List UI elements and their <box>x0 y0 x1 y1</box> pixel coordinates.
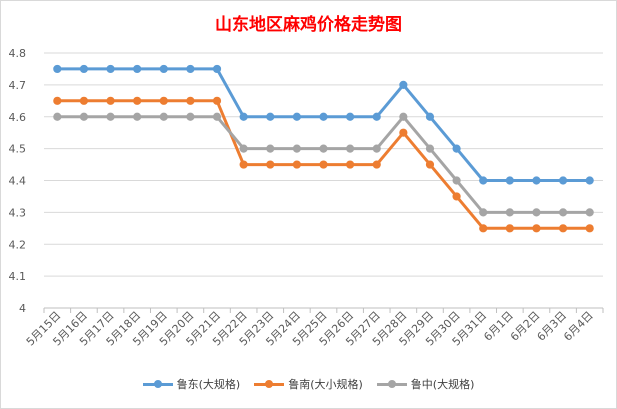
legend-label: 鲁南(大小规格) <box>288 378 363 391</box>
data-point <box>186 112 195 121</box>
data-point <box>212 96 222 105</box>
x-tick-label: 6月4日 <box>561 309 596 344</box>
data-point <box>266 112 275 121</box>
data-point <box>292 160 301 169</box>
data-point <box>319 160 328 169</box>
data-point <box>133 64 142 74</box>
data-point <box>505 208 514 217</box>
data-point <box>159 64 168 74</box>
y-tick-label: 4.5 <box>9 143 27 156</box>
legend-swatch <box>254 379 285 389</box>
legend-swatch <box>376 379 407 389</box>
data-point <box>425 160 435 169</box>
data-point <box>505 176 514 185</box>
data-point <box>532 176 541 185</box>
data-point <box>106 96 115 105</box>
data-point <box>186 64 195 74</box>
data-point <box>292 144 301 153</box>
data-point <box>79 96 89 105</box>
data-point <box>479 176 488 185</box>
data-point <box>585 208 594 217</box>
data-point <box>106 112 115 121</box>
data-point <box>372 112 381 121</box>
data-point <box>159 96 168 105</box>
data-point <box>133 96 142 105</box>
data-point <box>53 112 62 121</box>
data-point <box>452 192 461 201</box>
data-point <box>79 64 89 74</box>
data-point <box>532 224 541 233</box>
legend-item: 鲁中(大规格) <box>376 376 475 392</box>
y-tick-label: 4.3 <box>9 206 27 219</box>
data-point <box>79 112 89 121</box>
chart-title: 山东地区麻鸡价格走势图 <box>215 15 402 35</box>
data-point <box>372 144 381 153</box>
data-point <box>346 112 355 121</box>
legend-swatch <box>142 379 173 389</box>
legend-label: 鲁东(大规格) <box>176 378 241 391</box>
data-point <box>106 64 115 74</box>
data-point <box>186 96 195 105</box>
data-point <box>266 160 275 169</box>
data-point <box>425 144 435 153</box>
data-point <box>239 144 248 153</box>
data-point <box>585 176 594 185</box>
data-point <box>239 160 248 169</box>
y-tick-label: 4.2 <box>9 238 27 251</box>
data-point <box>399 112 408 121</box>
data-point <box>212 112 222 121</box>
data-point <box>212 64 222 74</box>
legend-item: 鲁东(大规格) <box>142 376 241 392</box>
data-point <box>319 144 328 153</box>
data-point <box>452 144 461 153</box>
data-point <box>558 208 568 217</box>
data-point <box>558 176 568 185</box>
data-point <box>505 224 514 233</box>
data-point <box>399 80 408 89</box>
data-point <box>266 144 275 153</box>
y-tick-label: 4.6 <box>9 111 27 124</box>
data-point <box>346 144 355 153</box>
data-point <box>558 224 568 233</box>
data-point <box>319 112 328 121</box>
data-point <box>53 96 62 105</box>
legend-item: 鲁南(大小规格) <box>254 376 363 392</box>
y-tick-label: 4.1 <box>9 270 27 283</box>
data-point <box>372 160 381 169</box>
data-point <box>53 64 62 74</box>
chart-legend: 鲁东(大规格) 鲁南(大小规格) 鲁中(大规格) <box>0 376 617 392</box>
data-point <box>452 176 461 185</box>
y-tick-label: 4.4 <box>9 175 27 188</box>
data-point <box>479 208 488 217</box>
data-point <box>479 224 488 233</box>
y-tick-label: 4.8 <box>9 47 27 60</box>
data-point <box>239 112 248 121</box>
data-point <box>399 128 408 137</box>
data-point <box>133 112 142 121</box>
y-tick-label: 4 <box>19 302 26 315</box>
data-point <box>292 112 301 121</box>
data-point <box>346 160 355 169</box>
y-tick-label: 4.7 <box>9 79 27 92</box>
data-point <box>585 224 594 233</box>
data-point <box>159 112 168 121</box>
data-point <box>425 112 435 121</box>
data-point <box>532 208 541 217</box>
legend-label: 鲁中(大规格) <box>410 378 475 391</box>
